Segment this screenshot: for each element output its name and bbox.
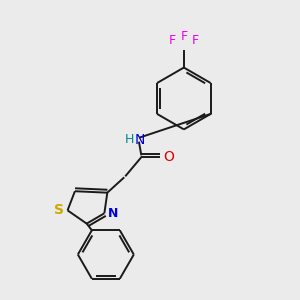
Text: F: F xyxy=(169,34,176,47)
Text: O: O xyxy=(163,150,174,164)
Text: F: F xyxy=(192,34,199,47)
Text: N: N xyxy=(108,207,118,220)
Text: H: H xyxy=(124,133,134,146)
Text: S: S xyxy=(54,203,64,218)
Text: N: N xyxy=(134,133,145,147)
Text: F: F xyxy=(180,30,188,43)
